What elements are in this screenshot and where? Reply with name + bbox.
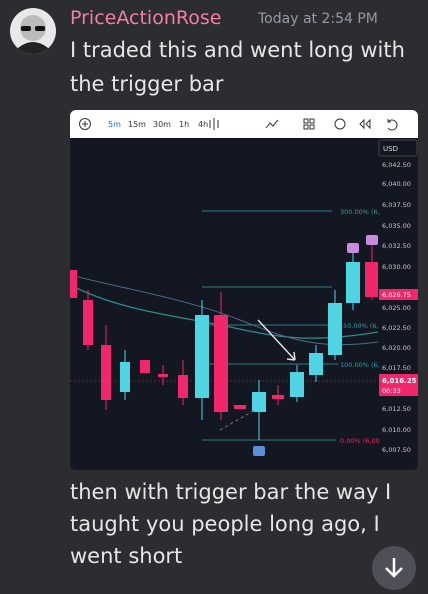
indicator-icon	[265, 119, 279, 129]
chart-image[interactable]: USD 5m 15m 30m 1h 4h 6,042.50 6,040.00 6,037.50…	[70, 110, 418, 470]
price-axis-bg	[378, 138, 418, 470]
arrow-annotation	[257, 319, 296, 361]
price-label: 6,020.00	[382, 344, 411, 352]
message-line: then with trigger bar the way I	[70, 480, 392, 504]
price-label: 6,022.50	[382, 324, 411, 332]
fib-label: 0.00% (6,00	[340, 437, 380, 445]
marker	[253, 446, 265, 456]
replay-icon	[359, 118, 371, 130]
timeframe: 1h	[179, 120, 189, 129]
current-price-bg	[379, 374, 418, 396]
scroll-down-button[interactable]	[372, 546, 416, 590]
chart-bg	[70, 138, 418, 470]
price-label: 6,025.00	[382, 304, 411, 312]
marker-price-bg	[379, 289, 418, 300]
candles	[70, 245, 378, 440]
message-line: went short	[70, 544, 183, 568]
undo-icon	[387, 119, 398, 131]
layout-icon	[303, 118, 309, 124]
price-label: 6,037.50	[382, 201, 411, 209]
add-icon	[79, 118, 91, 130]
price-label: 6,017.50	[382, 364, 411, 372]
price-label: 6,012.50	[382, 405, 411, 413]
layout-icon	[303, 124, 309, 130]
message-line: the trigger bar	[70, 72, 224, 96]
price-label: 6,007.50	[382, 446, 411, 454]
candle-icon	[209, 118, 219, 130]
currency: USD	[383, 145, 398, 153]
marker	[347, 243, 359, 253]
layout-icon	[309, 118, 315, 124]
price-label: 6,010.00	[382, 426, 411, 434]
price-label: 6,032.50	[382, 242, 411, 250]
avatar[interactable]	[10, 8, 56, 54]
timeframe: 30m	[153, 120, 171, 129]
chart-svg: USD 5m 15m 30m 1h 4h 6,042.50 6,040.00 6,037.50…	[70, 110, 418, 470]
message-line: I traded this and went long with	[70, 38, 405, 62]
layout-icon	[309, 124, 315, 130]
price-label: 6,042.50	[382, 161, 411, 169]
current-price: 6,016.25	[382, 377, 417, 385]
price-label: 6,040.00	[382, 180, 411, 188]
timeframe: 4h	[198, 120, 208, 129]
message-line: taught you people long ago, I	[70, 512, 380, 536]
add-icon	[82, 121, 88, 127]
avatar-art	[18, 15, 48, 54]
author-name[interactable]: PriceActionRose	[70, 7, 222, 29]
price-label: 6,030.00	[382, 263, 411, 271]
alert-icon	[334, 118, 346, 130]
marker-price: 6,026.75	[382, 291, 411, 299]
marker	[366, 235, 378, 245]
timeframe: 15m	[128, 120, 146, 129]
fib-label: 100.00% (6,	[340, 361, 380, 369]
dashed-line	[219, 409, 256, 431]
countdown: 00:33	[382, 387, 401, 395]
price-label: 6,035.00	[382, 222, 411, 230]
fib-label: 300.00% (6,	[340, 208, 380, 216]
scroll-icon	[385, 558, 403, 578]
currency-box[interactable]	[378, 139, 418, 157]
timestamp: Today at 2:54 PM	[258, 11, 378, 27]
fib-label: 50.00% (6,	[343, 322, 379, 330]
timeframe: 5m	[108, 120, 121, 129]
